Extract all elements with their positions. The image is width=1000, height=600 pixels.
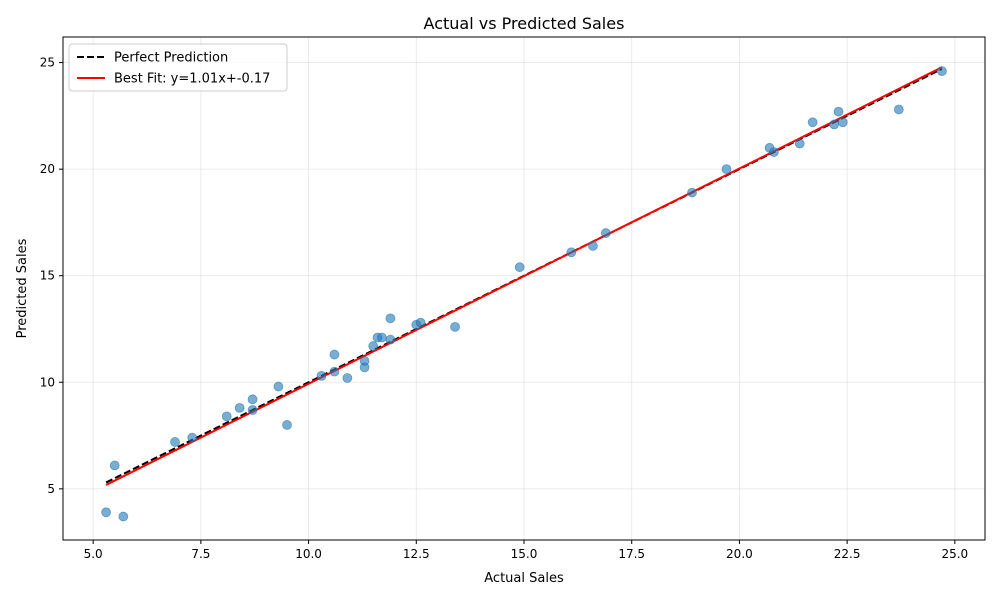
data-point (247, 405, 258, 415)
data-point (937, 66, 947, 77)
x-axis-title: Actual Sales (484, 571, 564, 586)
y-axis: 5 10 15 20 25 (40, 56, 63, 496)
data-point (415, 317, 426, 328)
x-axis: 5.0 7.5 10.0 12.5 15.0 17.5 20.0 22.5 25.0 (84, 540, 968, 561)
x-tick-label: 20.0 (726, 547, 753, 561)
x-tick-label: 5.0 (84, 547, 103, 561)
lines (105, 66, 943, 486)
data-point (359, 362, 370, 373)
data-point (600, 228, 611, 238)
data-point (514, 262, 525, 273)
data-point (833, 106, 844, 117)
x-tick-label: 7.5 (191, 547, 210, 561)
data-point (721, 164, 732, 175)
x-tick-label: 25.0 (941, 547, 968, 561)
data-point (273, 381, 284, 392)
y-tick-label: 25 (40, 56, 55, 70)
data-point (282, 420, 292, 430)
y-tick-label: 5 (47, 482, 55, 496)
data-point (101, 507, 111, 518)
y-axis-title: Predicted Sales (15, 238, 30, 338)
data-point (768, 147, 779, 157)
data-point (385, 313, 396, 324)
x-tick-label: 22.5 (834, 547, 861, 561)
data-point (588, 240, 598, 251)
data-point (794, 138, 805, 149)
y-tick-label: 15 (40, 269, 55, 283)
legend-label: Perfect Prediction (114, 51, 228, 66)
data-point (342, 373, 353, 383)
data-point (118, 511, 129, 522)
data-point (893, 104, 904, 115)
data-point (187, 432, 198, 443)
data-point (221, 411, 232, 422)
data-point (170, 437, 180, 447)
x-tick-label: 10.0 (295, 547, 322, 561)
x-tick-label: 15.0 (511, 547, 538, 561)
data-point (687, 187, 697, 198)
data-point (829, 119, 840, 130)
y-tick-label: 10 (40, 375, 55, 389)
data-point (368, 341, 379, 351)
legend: Perfect Prediction Best Fit: y=1.01x+-0.1… (68, 43, 288, 92)
chart-title: Actual vs Predicted Sales (424, 14, 625, 33)
data-point (566, 247, 577, 258)
data-point (109, 460, 120, 471)
points (101, 66, 947, 522)
legend-box (68, 43, 288, 92)
y-tick-label: 20 (40, 162, 55, 176)
data-point (329, 349, 340, 360)
data-point (247, 394, 258, 405)
legend-label: Best Fit: y=1.01x+-0.17 (114, 72, 270, 87)
best-fit-line (105, 66, 943, 486)
data-point (329, 366, 340, 377)
data-point (385, 334, 396, 345)
data-point (837, 117, 848, 128)
data-point (450, 321, 460, 332)
x-tick-label: 17.5 (618, 547, 645, 561)
data-point (234, 402, 245, 413)
data-point (376, 332, 387, 343)
data-point (807, 117, 818, 128)
data-point (316, 370, 327, 381)
x-tick-label: 12.5 (403, 547, 430, 561)
